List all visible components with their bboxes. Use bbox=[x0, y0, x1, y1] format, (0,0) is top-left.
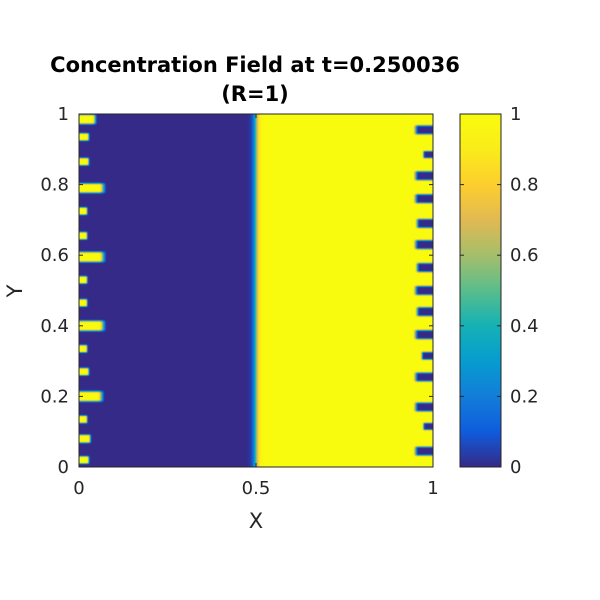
colorbar-tick-label: 0.2 bbox=[510, 386, 539, 407]
y-tick-label: 0.8 bbox=[40, 175, 69, 196]
colorbar-tick-label: 1 bbox=[510, 104, 521, 125]
colorbar-tick-label: 0.8 bbox=[510, 175, 539, 196]
colorbar-gradient bbox=[460, 114, 501, 467]
chart-title: Concentration Field at t=0.250036 bbox=[50, 53, 460, 77]
y-tick-label: 1 bbox=[58, 104, 69, 125]
colorbar-tick-label: 0.4 bbox=[510, 316, 539, 337]
colorbar-frame bbox=[459, 113, 502, 468]
y-tick-label: 0.6 bbox=[40, 245, 69, 266]
colorbar-tick-label: 0.6 bbox=[510, 245, 539, 266]
x-tick-label: 1 bbox=[427, 478, 438, 499]
colorbar: 0 0.2 0.4 0.6 0.8 1 bbox=[459, 104, 539, 478]
y-tick-label: 0.4 bbox=[40, 316, 69, 337]
x-tick-label: 0 bbox=[73, 478, 84, 499]
x-axis-label: X bbox=[249, 509, 263, 533]
y-axis-label: Y bbox=[3, 284, 27, 298]
heatmap-field bbox=[79, 114, 433, 467]
x-tick-label: 0.5 bbox=[242, 478, 271, 499]
colorbar-tick-label: 0 bbox=[510, 457, 521, 478]
y-tick-label: 0 bbox=[58, 457, 69, 478]
chart-subtitle: (R=1) bbox=[221, 82, 289, 106]
y-tick-label: 0.2 bbox=[40, 386, 69, 407]
plot-area: 0 0.5 1 0 0.2 0.4 0.6 0.8 1 bbox=[40, 104, 438, 499]
